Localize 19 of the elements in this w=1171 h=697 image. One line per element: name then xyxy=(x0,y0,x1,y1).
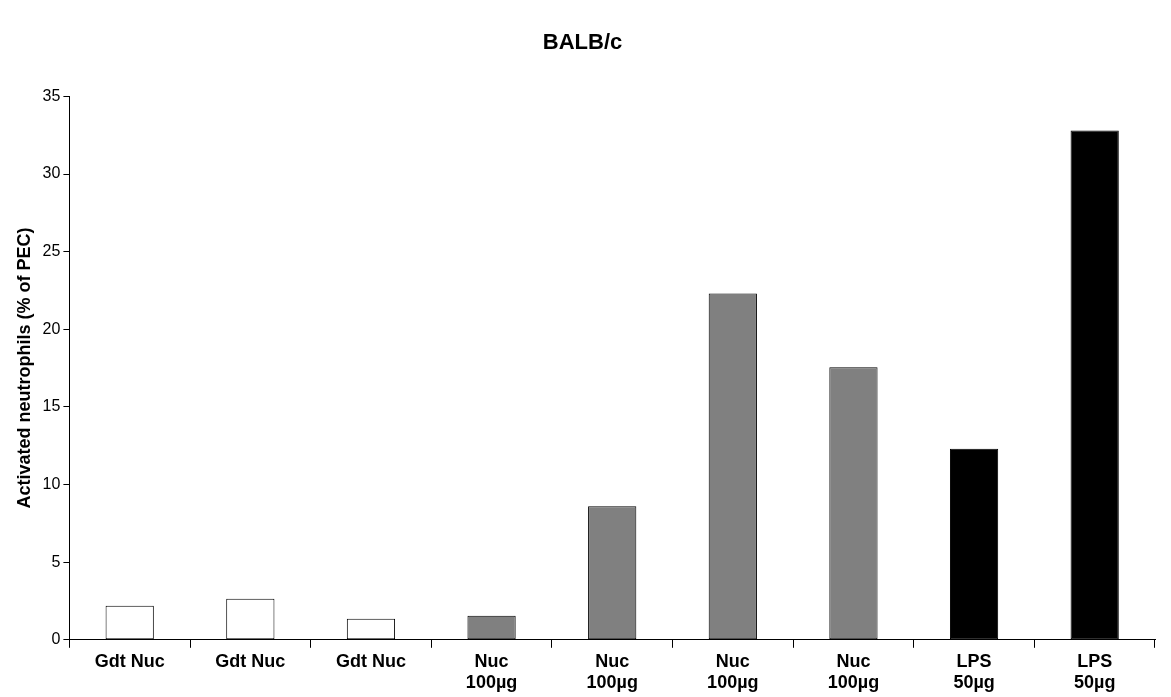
y-tick-label: 15 xyxy=(42,397,61,415)
y-tick-label: 25 xyxy=(42,242,61,260)
x-tick-label: LPS 50µg xyxy=(1073,650,1116,693)
y-axis-title: Activated neutrophils (% of PEC) xyxy=(13,227,34,509)
x-tick-label: Nuc 100µg xyxy=(586,650,638,693)
x-tick-label: LPS 50µg xyxy=(953,650,995,693)
x-tick-label: Gdt Nuc xyxy=(94,650,165,671)
x-tick-label: Nuc 100µg xyxy=(707,650,759,693)
y-tick-label: 35 xyxy=(42,86,61,104)
x-tick-label: Nuc 100µg xyxy=(465,650,518,693)
y-tick-label: 5 xyxy=(51,552,61,570)
x-tick-label: Gdt Nuc xyxy=(335,650,406,671)
x-tick-label: Gdt Nuc xyxy=(215,650,286,671)
y-tick-label: 10 xyxy=(42,474,61,492)
y-tick-label: 0 xyxy=(51,630,61,648)
x-tick-label: Nuc 100µg xyxy=(827,650,880,693)
y-tick-label: 20 xyxy=(42,319,61,337)
y-tick-label: 30 xyxy=(42,164,61,182)
chart-title: BALB/c xyxy=(542,29,623,55)
